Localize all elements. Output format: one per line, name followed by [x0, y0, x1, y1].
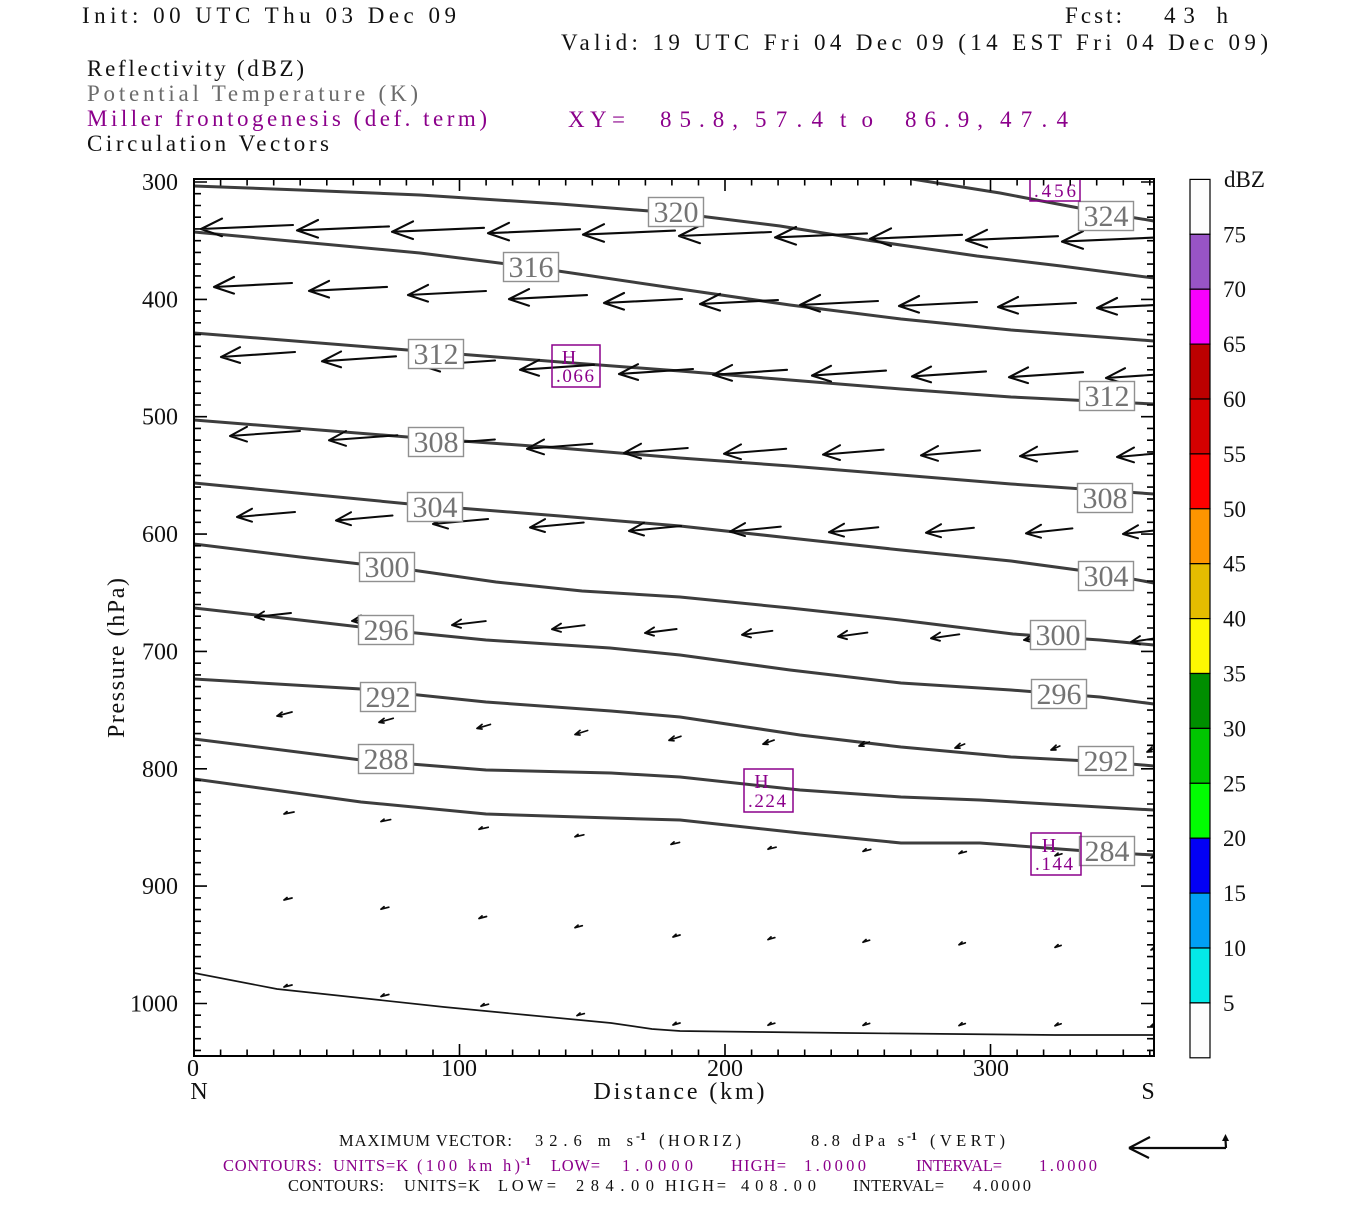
- svg-text:900: 900: [142, 874, 178, 900]
- svg-text:100: 100: [441, 1056, 477, 1082]
- svg-text:LOW=: LOW=: [498, 1176, 556, 1195]
- svg-text:296: 296: [364, 614, 409, 647]
- svg-text:600: 600: [142, 522, 178, 548]
- svg-text:324: 324: [1084, 200, 1129, 233]
- svg-text:1.0000: 1.0000: [1039, 1156, 1097, 1175]
- svg-text:35: 35: [1223, 662, 1246, 687]
- svg-text:50: 50: [1223, 497, 1246, 522]
- svg-text:INTERVAL=: INTERVAL=: [853, 1176, 944, 1195]
- svg-text:(HORIZ): (HORIZ): [659, 1131, 741, 1150]
- svg-text:292: 292: [366, 681, 411, 714]
- svg-text:1.0000: 1.0000: [804, 1156, 866, 1175]
- svg-text:292: 292: [1084, 745, 1129, 778]
- svg-text:40: 40: [1223, 607, 1246, 632]
- svg-text:UNITS=K: UNITS=K: [333, 1156, 408, 1175]
- svg-text:1000: 1000: [130, 991, 178, 1017]
- svg-text:700: 700: [142, 639, 178, 665]
- svg-text:N: N: [190, 1079, 207, 1105]
- svg-text:304: 304: [1084, 560, 1129, 593]
- svg-text:300: 300: [973, 1056, 1009, 1082]
- svg-text:XY=: XY=: [568, 107, 625, 132]
- svg-text:312: 312: [414, 338, 459, 371]
- svg-text:200: 200: [707, 1056, 743, 1082]
- svg-text:300: 300: [365, 551, 410, 584]
- svg-text:5: 5: [1223, 991, 1235, 1016]
- svg-text:-1: -1: [636, 1129, 646, 1143]
- svg-text:284: 284: [1085, 835, 1130, 868]
- svg-text:S: S: [1141, 1079, 1154, 1105]
- svg-text:304: 304: [413, 491, 458, 524]
- svg-text:320: 320: [654, 196, 699, 229]
- svg-text:INTERVAL=: INTERVAL=: [916, 1156, 1002, 1175]
- svg-text:70: 70: [1223, 277, 1246, 302]
- svg-text:Reflectivity (dBZ): Reflectivity (dBZ): [87, 56, 304, 81]
- svg-text:.144: .144: [1035, 854, 1074, 875]
- svg-text:500: 500: [142, 405, 178, 431]
- svg-text:288: 288: [364, 743, 409, 776]
- svg-text:55: 55: [1223, 442, 1246, 467]
- svg-text:MAXIMUM VECTOR:: MAXIMUM VECTOR:: [339, 1131, 512, 1150]
- svg-text:300: 300: [1036, 619, 1081, 652]
- svg-text:HIGH=: HIGH=: [731, 1156, 786, 1175]
- svg-text:15: 15: [1223, 881, 1246, 906]
- svg-text:296: 296: [1037, 678, 1082, 711]
- svg-text:H: H: [562, 347, 576, 369]
- svg-text:60: 60: [1223, 387, 1246, 412]
- svg-text:CONTOURS:: CONTOURS:: [288, 1176, 384, 1195]
- svg-text:Circulation Vectors: Circulation Vectors: [87, 131, 329, 156]
- svg-text:CONTOURS:: CONTOURS:: [223, 1156, 322, 1175]
- svg-text:H: H: [1042, 835, 1056, 857]
- svg-text:UNITS=K: UNITS=K: [404, 1176, 480, 1195]
- svg-text:75: 75: [1223, 222, 1246, 247]
- svg-text:65: 65: [1223, 332, 1246, 357]
- svg-text:Init: 00 UTC Thu 03 Dec 09: Init: 00 UTC Thu 03 Dec 09: [82, 3, 456, 28]
- svg-text:308: 308: [414, 426, 459, 459]
- svg-text:Distance (km): Distance (km): [594, 1079, 765, 1105]
- svg-text:Pressure (hPa): Pressure (hPa): [104, 578, 130, 738]
- svg-text:LOW=: LOW=: [551, 1156, 600, 1175]
- svg-text:H: H: [754, 771, 768, 793]
- svg-text:30: 30: [1223, 716, 1246, 741]
- svg-text:Potential Temperature (K): Potential Temperature (K): [87, 81, 418, 106]
- svg-text:800: 800: [142, 757, 178, 783]
- svg-text:316: 316: [509, 251, 554, 284]
- svg-text:45: 45: [1223, 552, 1246, 577]
- svg-text:dBZ: dBZ: [1224, 167, 1265, 192]
- svg-text:(100 km h): (100 km h): [417, 1156, 520, 1175]
- svg-text:308: 308: [1083, 482, 1128, 515]
- svg-text:4.0000: 4.0000: [973, 1176, 1031, 1195]
- svg-text:10: 10: [1223, 936, 1246, 961]
- svg-text:-1: -1: [907, 1129, 917, 1143]
- svg-text:0: 0: [187, 1056, 199, 1082]
- svg-text:400: 400: [142, 287, 178, 313]
- svg-text:20: 20: [1223, 826, 1246, 851]
- svg-text:312: 312: [1085, 380, 1130, 413]
- svg-text:Miller frontogenesis (def. ter: Miller frontogenesis (def. term): [87, 106, 487, 131]
- svg-text:.224: .224: [748, 791, 787, 812]
- svg-text:HIGH=: HIGH=: [665, 1176, 726, 1195]
- svg-text:300: 300: [142, 170, 178, 196]
- svg-text:Fcst:: Fcst:: [1065, 3, 1122, 28]
- svg-text:25: 25: [1223, 771, 1246, 796]
- svg-text:8.8 dPa s: 8.8 dPa s: [811, 1131, 904, 1150]
- svg-text:.066: .066: [556, 366, 594, 387]
- svg-text:-1: -1: [521, 1154, 531, 1168]
